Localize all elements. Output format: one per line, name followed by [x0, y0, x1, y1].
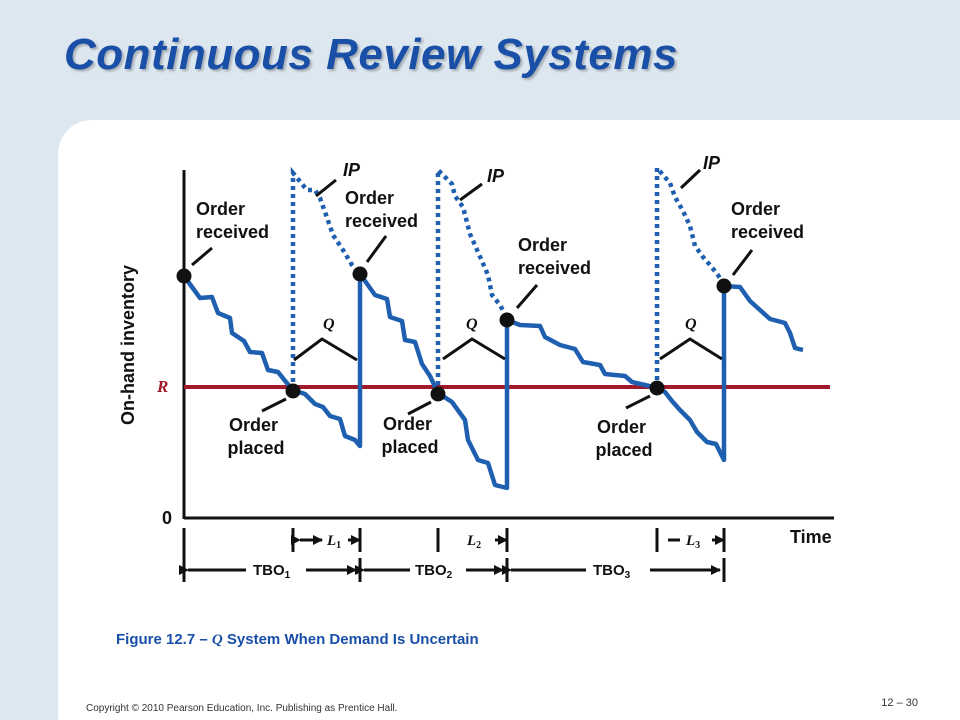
lead-time-label-3: L3 [685, 533, 700, 551]
lead-time-label-1: L1 [326, 533, 341, 551]
order-received-label: Order received [518, 235, 591, 278]
ip-labels: IP IP IP [343, 153, 721, 186]
order-received-point [716, 278, 732, 294]
order-placed-labels: Order placed Order placed Order placed [227, 414, 652, 460]
q-labels: Q Q Q [323, 316, 697, 333]
x-axis-label: Time [790, 527, 832, 547]
lead-time-labels: L1 L2 L3 [326, 533, 700, 551]
order-received-point [352, 266, 368, 282]
tbo-label-1: TBO1 [253, 562, 291, 581]
inventory-position-paths [290, 161, 726, 393]
order-placed-label: Order placed [595, 417, 652, 460]
leader-lines [191, 168, 754, 416]
ip-label: IP [487, 166, 505, 186]
order-placed-point [285, 383, 301, 399]
q-braces [293, 337, 723, 362]
q-label: Q [466, 316, 478, 333]
tbo-label-2: TBO2 [415, 562, 453, 581]
order-received-label: Order received [196, 199, 269, 242]
order-received-label: Order received [345, 188, 418, 231]
caption-rest: System When Demand Is Uncertain [226, 631, 479, 648]
ip-label: IP [343, 160, 361, 180]
order-received-point [176, 268, 192, 284]
order-placed-point [430, 386, 446, 402]
order-placed-point [649, 380, 665, 396]
ip-dotted-1 [290, 166, 362, 390]
origin-label: 0 [162, 508, 172, 528]
lead-time-dimensions [291, 528, 726, 552]
slide-title: Continuous Review Systems [64, 30, 678, 79]
order-received-label: Order received [731, 199, 804, 242]
tbo-labels: TBO1 TBO2 TBO3 [253, 562, 631, 581]
ip-label: IP [703, 153, 721, 173]
caption-prefix: Figure 12.7 – [116, 631, 208, 648]
copyright-text: Copyright © 2010 Pearson Education, Inc.… [86, 703, 398, 714]
caption-q: Q [211, 632, 223, 648]
order-placed-label: Order placed [227, 415, 284, 458]
order-received-point [499, 312, 515, 328]
order-placed-label: Order placed [381, 414, 438, 457]
ip-dotted-2 [435, 164, 509, 393]
on-hand-inventory-path [182, 271, 804, 491]
tbo-dimensions [179, 528, 726, 582]
lead-time-label-2: L2 [466, 533, 481, 551]
q-label: Q [323, 316, 335, 333]
reorder-point-label: R [156, 377, 168, 396]
tbo-label-3: TBO3 [593, 562, 631, 581]
figure-caption: Figure 12.7 – Q System When Demand Is Un… [116, 631, 479, 649]
page-number: 12 – 30 [881, 697, 918, 709]
ip-dotted-3 [654, 161, 726, 388]
y-axis-label: On-hand inventory [118, 265, 138, 425]
order-received-labels: Order received Order received Order rece… [196, 188, 804, 278]
q-label: Q [685, 316, 697, 333]
event-points [176, 266, 732, 402]
